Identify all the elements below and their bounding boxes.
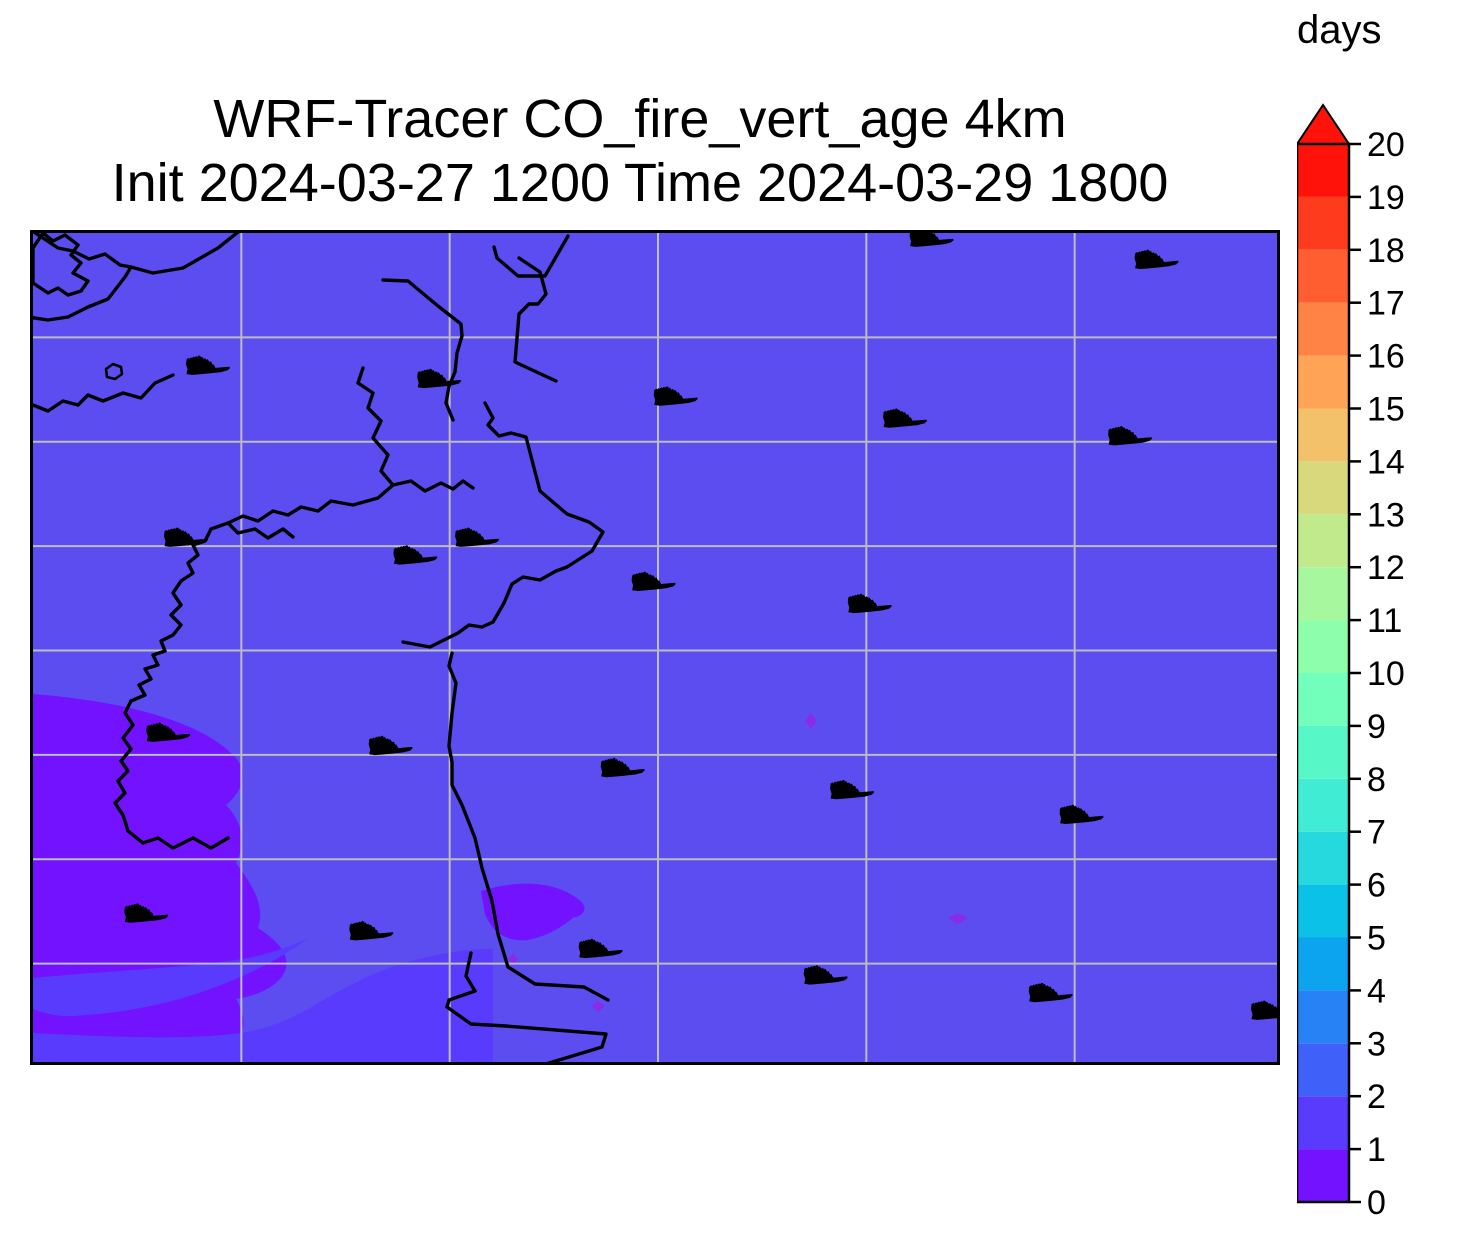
svg-text:15: 15 [1367,391,1405,429]
svg-text:9: 9 [1367,708,1386,746]
svg-text:16: 16 [1367,338,1405,376]
svg-text:14: 14 [1367,443,1405,481]
svg-text:8: 8 [1367,761,1386,799]
svg-text:4: 4 [1367,972,1386,1010]
svg-text:10: 10 [1367,655,1405,693]
svg-text:6: 6 [1367,867,1386,905]
svg-text:12: 12 [1367,549,1405,587]
svg-text:20: 20 [1367,126,1405,164]
svg-text:11: 11 [1367,602,1402,640]
svg-text:17: 17 [1367,285,1405,323]
svg-text:2: 2 [1367,1078,1386,1116]
svg-text:19: 19 [1367,179,1405,217]
svg-text:18: 18 [1367,232,1405,270]
svg-text:1: 1 [1367,1131,1386,1169]
svg-text:7: 7 [1367,814,1386,852]
svg-text:5: 5 [1367,920,1386,958]
svg-text:0: 0 [1367,1184,1386,1222]
svg-text:13: 13 [1367,496,1405,534]
svg-text:3: 3 [1367,1025,1386,1063]
